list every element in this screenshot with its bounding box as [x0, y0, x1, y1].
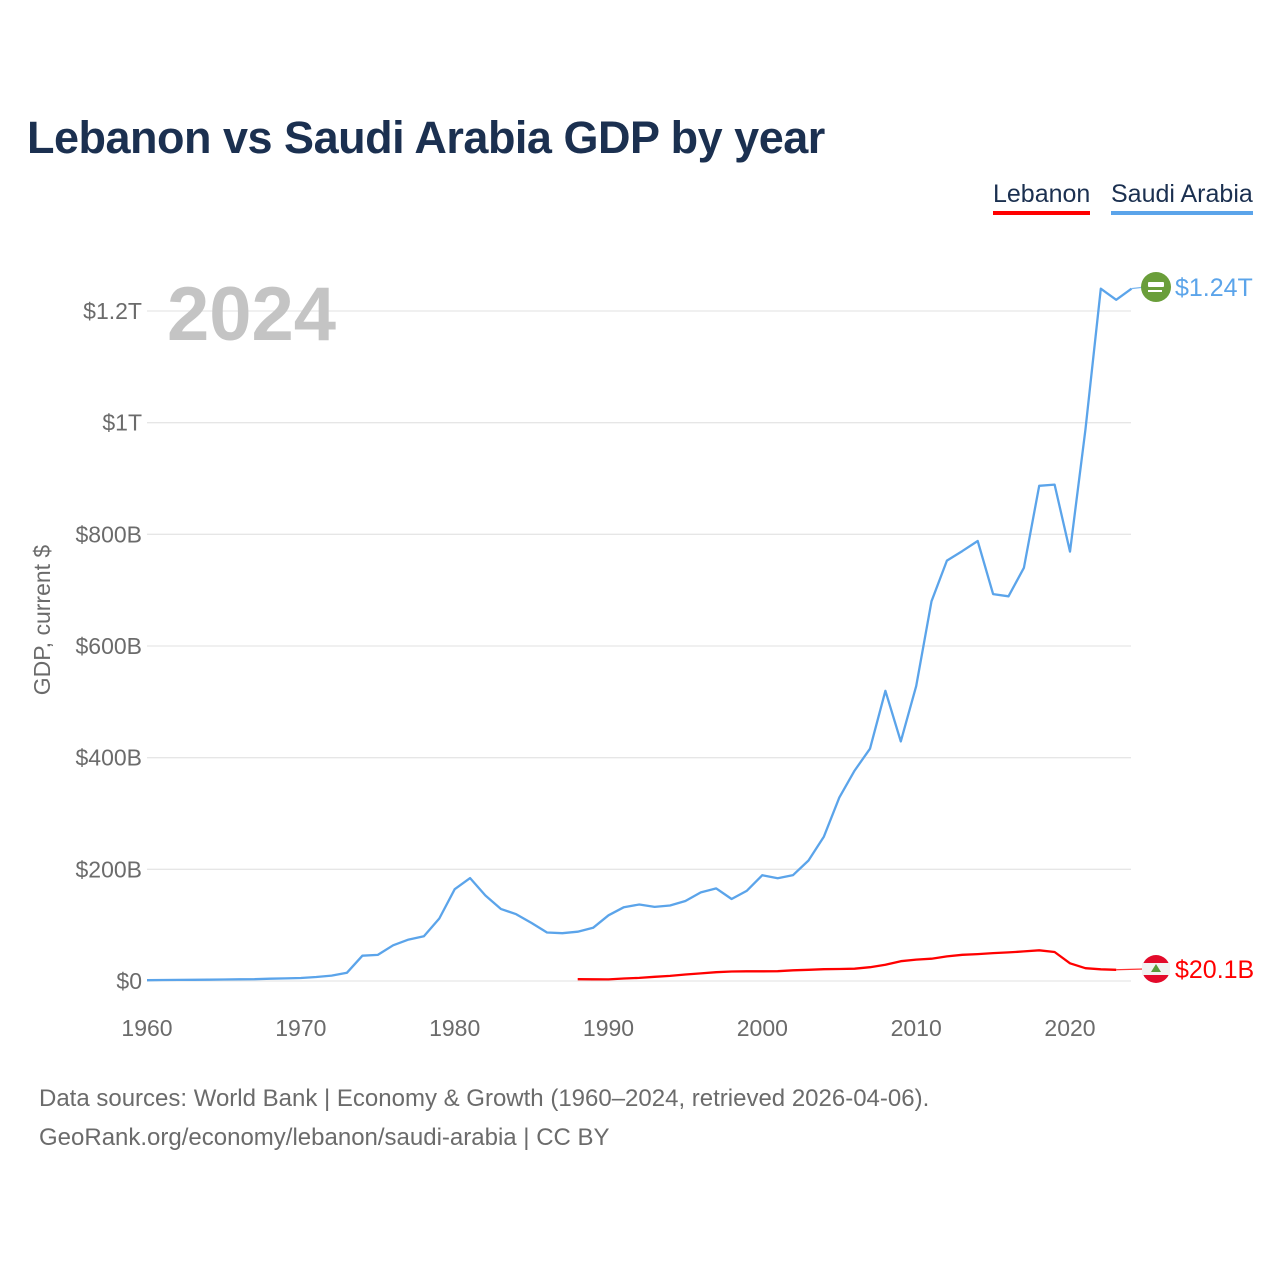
flag-sword: [1148, 290, 1162, 292]
series-line-saudi-arabia: [146, 287, 1133, 982]
chart-title: Lebanon vs Saudi Arabia GDP by year: [27, 112, 825, 163]
end-value-label: $1.24T: [1175, 274, 1253, 302]
x-tick-label: 1980: [429, 1015, 480, 1041]
x-tick-label: 1970: [275, 1015, 326, 1041]
x-tick-label: 2010: [891, 1015, 942, 1041]
footer-sources: Data sources: World Bank | Economy & Gro…: [39, 1085, 930, 1112]
y-axis-label: GDP, current $: [29, 545, 55, 696]
current-year-label: 2024: [167, 272, 336, 357]
footer-attribution: GeoRank.org/economy/lebanon/saudi-arabia…: [39, 1124, 610, 1151]
y-tick-label: $800B: [75, 521, 142, 547]
cedar-icon: [1151, 964, 1161, 972]
legend-item-saudi-arabia[interactable]: Saudi Arabia: [1111, 180, 1253, 215]
x-tick-label: 2020: [1044, 1015, 1095, 1041]
x-tick-label: 1960: [121, 1015, 172, 1041]
legend-item-lebanon[interactable]: Lebanon: [993, 180, 1091, 215]
y-tick-label: $1.2T: [83, 298, 142, 324]
y-tick-label: $200B: [75, 856, 142, 882]
y-tick-label: $1T: [102, 410, 142, 436]
series-line-lebanon: [577, 949, 1117, 981]
y-tick-label: $600B: [75, 633, 142, 659]
end-connector: [1116, 968, 1146, 971]
x-tick-label: 2000: [737, 1015, 788, 1041]
y-tick-label: $400B: [75, 745, 142, 771]
saudi-arabia-flag-icon: [1141, 272, 1171, 302]
flag-script: [1148, 282, 1164, 287]
end-value-label: $20.1B: [1175, 956, 1254, 984]
x-tick-label: 1990: [583, 1015, 634, 1041]
lebanon-flag-icon: [1142, 955, 1170, 983]
y-tick-label: $0: [116, 968, 142, 994]
